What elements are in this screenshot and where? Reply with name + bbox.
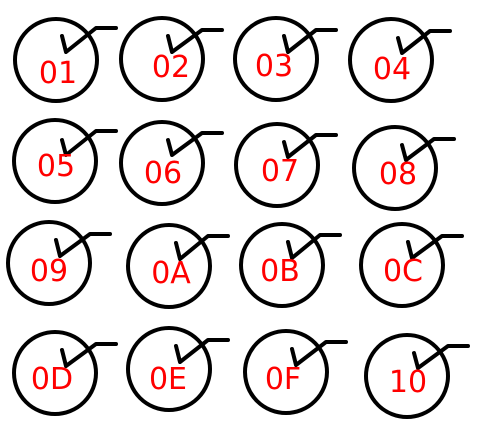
check-mark-icon [412, 344, 470, 370]
circle-item[interactable]: 06 [119, 120, 224, 206]
circle-outline [234, 122, 320, 208]
check-mark-icon [60, 129, 118, 157]
item-label: 0B [260, 254, 300, 289]
circle-item[interactable]: 0C [359, 222, 464, 308]
item-label: 06 [144, 156, 182, 191]
item-label: 0E [149, 362, 187, 397]
circle-item[interactable]: 07 [234, 122, 338, 208]
circle-outline [13, 17, 99, 103]
check-mark-icon [166, 131, 224, 157]
circle-outline [359, 222, 445, 308]
circle-outline [348, 17, 434, 103]
circle-outline [12, 118, 98, 204]
circle-item[interactable]: 04 [348, 17, 452, 103]
circle-item[interactable]: 05 [12, 118, 118, 204]
circle-outline [364, 333, 450, 419]
item-label: 10 [389, 365, 427, 400]
item-label: 0D [31, 362, 73, 397]
item-label: 04 [373, 52, 411, 87]
check-mark-icon [400, 137, 456, 162]
check-mark-icon [286, 233, 342, 260]
circle-item[interactable]: 08 [352, 125, 456, 211]
circle-outline [239, 222, 325, 308]
item-label: 0F [265, 362, 301, 397]
check-mark-icon [406, 234, 464, 260]
check-mark-icon [396, 29, 452, 55]
check-mark-icon [174, 234, 230, 261]
check-mark-icon [166, 28, 224, 54]
item-label: 0A [151, 256, 191, 291]
item-label: 05 [37, 149, 75, 184]
circle-outline [243, 329, 329, 415]
circle-outline [12, 330, 98, 416]
circle-outline [119, 16, 205, 102]
circle-item[interactable]: 0E [126, 326, 230, 412]
circle-outline [119, 120, 205, 206]
item-label: 0C [383, 254, 423, 289]
item-label: 08 [379, 157, 417, 192]
circle-item[interactable]: 0B [239, 222, 342, 308]
check-mark-icon [282, 28, 338, 54]
circle-item[interactable]: 0F [243, 329, 348, 415]
check-mark-icon [290, 340, 348, 367]
check-mark-icon [60, 342, 118, 368]
circle-item[interactable]: 01 [13, 17, 118, 103]
circle-item[interactable]: 03 [233, 16, 338, 102]
check-mark-icon [282, 133, 338, 159]
check-mark-icon [174, 338, 230, 364]
circle-item[interactable]: 02 [119, 16, 224, 102]
item-label: 01 [39, 56, 77, 91]
item-label: 02 [152, 50, 190, 85]
item-label: 07 [261, 154, 299, 189]
circle-outline [352, 125, 438, 211]
circle-item[interactable]: 09 [6, 220, 112, 306]
check-mark-icon [54, 232, 112, 258]
check-mark-icon [60, 26, 118, 54]
circle-item[interactable]: 0A [126, 223, 230, 309]
circle-outline [126, 223, 212, 309]
circle-item[interactable]: 10 [364, 333, 470, 419]
circle-item[interactable]: 0D [12, 330, 118, 416]
circle-outline [126, 326, 212, 412]
circle-outline [6, 220, 92, 306]
circle-outline [233, 16, 319, 102]
item-label: 03 [255, 49, 293, 84]
item-label: 09 [30, 254, 68, 289]
